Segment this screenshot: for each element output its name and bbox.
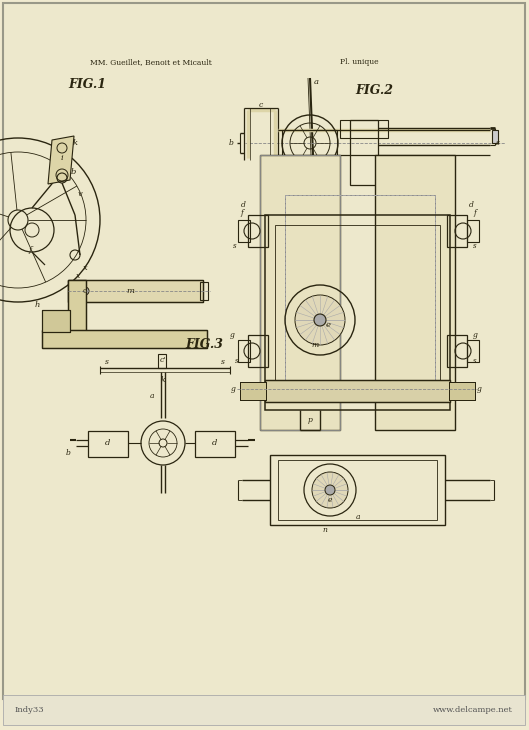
Bar [270, 455, 445, 525]
Bar [350, 120, 378, 185]
Text: x: x [76, 272, 80, 280]
Text: s: s [221, 358, 225, 366]
Bar [240, 382, 266, 400]
Text: h: h [34, 301, 40, 309]
Bar [467, 220, 479, 242]
Bar [42, 330, 207, 348]
Text: e: e [325, 321, 331, 329]
Text: c': c' [160, 356, 166, 364]
Text: b: b [229, 139, 234, 147]
Bar [282, 130, 337, 156]
Bar [158, 354, 166, 368]
Text: v: v [78, 190, 83, 198]
Text: b: b [70, 168, 76, 176]
Text: p: p [307, 416, 313, 424]
Text: g: g [231, 385, 236, 393]
Bar [68, 280, 86, 335]
Text: s: s [496, 139, 500, 147]
Bar [447, 215, 467, 247]
Text: f: f [29, 246, 32, 254]
Text: a: a [355, 513, 360, 521]
Circle shape [81, 287, 89, 295]
Bar [449, 382, 475, 400]
Bar [3, 695, 525, 725]
Text: MM. Gueillet, Benoit et Micault: MM. Gueillet, Benoit et Micault [90, 58, 212, 66]
Text: s: s [105, 358, 109, 366]
Text: g: g [477, 385, 482, 393]
Bar [42, 310, 70, 332]
Text: d: d [241, 201, 246, 209]
Bar [238, 220, 250, 242]
Text: k: k [72, 139, 78, 147]
Bar [265, 380, 450, 402]
Bar [195, 431, 235, 457]
Bar [467, 340, 479, 362]
Text: www.delcampe.net: www.delcampe.net [433, 706, 513, 714]
Text: Indy33: Indy33 [15, 706, 44, 714]
Text: n: n [323, 526, 327, 534]
Bar [449, 382, 475, 400]
Text: b: b [66, 449, 70, 457]
Text: d: d [212, 439, 218, 447]
Polygon shape [48, 136, 74, 184]
Bar [68, 280, 203, 302]
Bar [278, 460, 437, 520]
Text: d: d [105, 439, 111, 447]
Text: FIG.1: FIG.1 [68, 79, 106, 91]
Bar [68, 280, 203, 302]
Text: FIG.3: FIG.3 [185, 339, 223, 352]
Text: s: s [235, 357, 239, 365]
Text: g: g [473, 331, 478, 339]
Circle shape [325, 485, 335, 495]
Bar [265, 215, 450, 410]
Text: k: k [161, 376, 165, 384]
Text: Pl. unique: Pl. unique [340, 58, 379, 66]
Bar [285, 195, 435, 380]
Text: a: a [314, 78, 318, 86]
Bar [265, 380, 450, 402]
Text: FIG.2: FIG.2 [355, 83, 393, 96]
Bar [248, 215, 268, 247]
Bar [200, 282, 208, 300]
Text: f: f [473, 209, 476, 217]
Bar [238, 340, 250, 362]
Bar [492, 130, 498, 143]
Text: a: a [150, 392, 154, 400]
Text: g: g [230, 331, 235, 339]
Bar [42, 310, 70, 332]
Bar [447, 335, 467, 367]
Bar [240, 382, 266, 400]
Bar [68, 280, 86, 335]
Text: s: s [473, 357, 477, 365]
Circle shape [295, 295, 345, 345]
Text: s: s [473, 242, 477, 250]
Bar [340, 120, 388, 138]
Bar [260, 155, 340, 430]
Bar [260, 155, 340, 430]
Text: i: i [61, 154, 63, 162]
Bar [275, 225, 440, 380]
Bar [375, 155, 455, 430]
Bar [248, 335, 268, 367]
Text: e: e [328, 496, 332, 504]
Circle shape [314, 314, 326, 326]
Text: f: f [240, 209, 243, 217]
Text: c: c [259, 101, 263, 109]
Text: o: o [83, 287, 87, 295]
Text: s: s [233, 242, 237, 250]
Circle shape [312, 472, 348, 508]
Text: x: x [83, 264, 87, 272]
Bar [88, 431, 128, 457]
Text: m: m [126, 287, 134, 295]
Text: d: d [469, 201, 474, 209]
Bar [42, 330, 207, 348]
Text: m: m [312, 341, 318, 349]
